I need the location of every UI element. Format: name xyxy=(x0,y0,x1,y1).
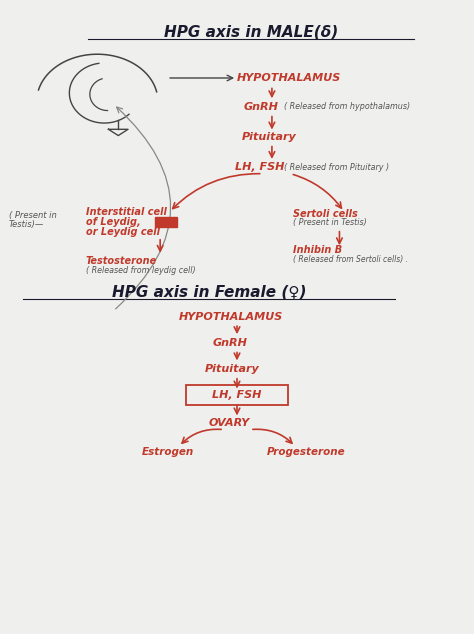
Text: GnRH: GnRH xyxy=(213,338,247,347)
Text: ( Present in Testis): ( Present in Testis) xyxy=(293,218,366,227)
Text: HYPOTHALAMUS: HYPOTHALAMUS xyxy=(179,312,283,322)
Text: Sertoli cells: Sertoli cells xyxy=(293,209,357,219)
Text: ( Released from hypothalamus): ( Released from hypothalamus) xyxy=(283,102,410,112)
Text: LH, FSH: LH, FSH xyxy=(235,162,284,172)
Text: HYPOTHALAMUS: HYPOTHALAMUS xyxy=(237,73,341,83)
Text: ( Released from Pituitary ): ( Released from Pituitary ) xyxy=(283,163,389,172)
Text: Pituitary: Pituitary xyxy=(204,364,259,374)
Text: ( Released from Sertoli cells) .: ( Released from Sertoli cells) . xyxy=(293,255,408,264)
Text: Interstitial cell: Interstitial cell xyxy=(86,207,166,217)
Text: Inhibin B: Inhibin B xyxy=(293,245,342,255)
Text: Testosterone: Testosterone xyxy=(86,256,157,266)
Text: or Leydig cell: or Leydig cell xyxy=(86,227,160,237)
Text: Progesterone: Progesterone xyxy=(267,446,346,456)
Text: Pituitary: Pituitary xyxy=(242,133,296,143)
Text: LH, FSH: LH, FSH xyxy=(212,389,262,399)
Text: HPG axis in MALE(δ): HPG axis in MALE(δ) xyxy=(164,25,338,40)
Text: HPG axis in Female (♀): HPG axis in Female (♀) xyxy=(112,285,306,299)
Text: ( Released from leydig cell): ( Released from leydig cell) xyxy=(86,266,195,275)
Text: Testis)—: Testis)— xyxy=(9,220,44,229)
Text: of Leydig,: of Leydig, xyxy=(86,217,140,227)
Text: ( Present in: ( Present in xyxy=(9,211,56,220)
Text: Estrogen: Estrogen xyxy=(142,446,194,456)
Text: GnRH: GnRH xyxy=(244,102,279,112)
Text: OVARY: OVARY xyxy=(209,418,250,429)
FancyBboxPatch shape xyxy=(155,217,177,227)
